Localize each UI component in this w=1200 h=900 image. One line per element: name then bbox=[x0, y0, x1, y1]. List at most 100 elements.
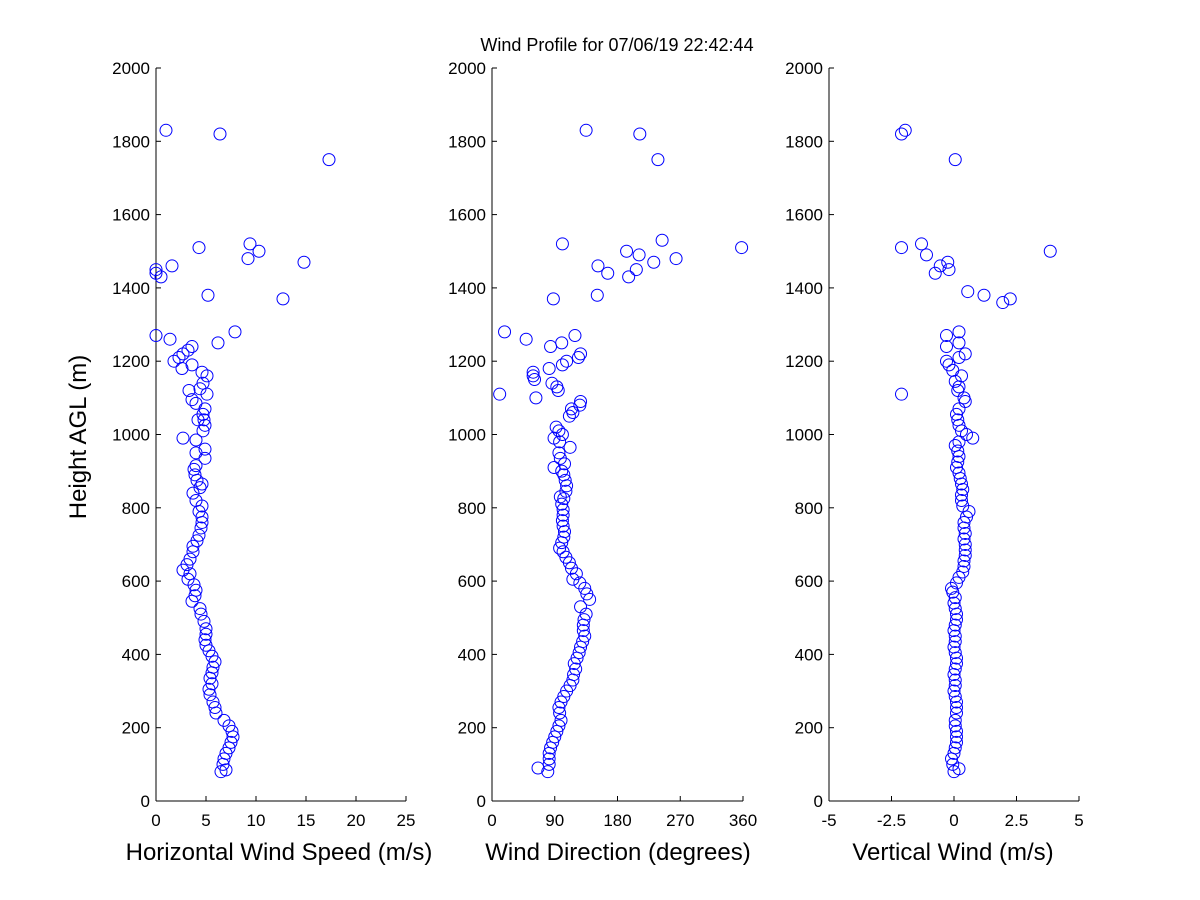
speed-data-point bbox=[197, 614, 211, 628]
vertical-wind-data-point bbox=[957, 532, 971, 546]
direction-y-tick-label: 1000 bbox=[448, 426, 486, 445]
speed-y-tick-label: 1000 bbox=[112, 426, 150, 445]
direction-data-point bbox=[591, 259, 605, 273]
direction-data-point bbox=[557, 530, 571, 544]
speed-data-point bbox=[198, 442, 212, 456]
speed-data-point bbox=[211, 336, 225, 350]
speed-x-tick-label: 0 bbox=[151, 811, 160, 830]
direction-data-point bbox=[574, 395, 588, 409]
speed-data-point bbox=[159, 123, 173, 137]
direction-data-point bbox=[569, 662, 583, 676]
speed-data-point bbox=[198, 633, 212, 647]
direction-data-point bbox=[556, 508, 570, 522]
speed-data-point bbox=[149, 263, 163, 277]
vertical-wind-data-point bbox=[955, 488, 968, 502]
direction-data-point bbox=[550, 380, 564, 394]
direction-data-point bbox=[519, 332, 533, 346]
direction-data-point bbox=[567, 668, 581, 682]
speed-data-point bbox=[208, 701, 222, 715]
direction-panel: 0 200 400 600 800 1000 1200 1400 1600 1800 2000 0 90… bbox=[448, 59, 757, 830]
speed-data-point bbox=[199, 622, 213, 636]
vertical-wind-data-point bbox=[947, 684, 961, 698]
vertical-wind-y-tick-label: 600 bbox=[795, 572, 823, 591]
direction-x-tick-label: 90 bbox=[545, 811, 564, 830]
speed-y-tick-label: 1800 bbox=[112, 132, 150, 151]
direction-data-point bbox=[529, 391, 543, 405]
direction-y-tick-label: 1800 bbox=[448, 132, 486, 151]
vertical-wind-data-point bbox=[958, 537, 972, 551]
vertical-wind-x-tick-label: 0 bbox=[949, 811, 958, 830]
direction-y-tick-label: 800 bbox=[458, 499, 486, 518]
speed-data-point bbox=[193, 481, 207, 495]
speed-data-point bbox=[243, 237, 257, 251]
vertical-wind-data-point bbox=[957, 515, 971, 529]
direction-data-point bbox=[552, 719, 566, 733]
vertical-wind-data-point bbox=[942, 358, 956, 372]
direction-data-point bbox=[498, 325, 512, 339]
vertical-wind-data-point bbox=[948, 719, 962, 733]
vertical-wind-data-point bbox=[941, 255, 955, 269]
direction-data-point bbox=[552, 424, 566, 438]
speed-data-point bbox=[206, 660, 220, 674]
vertical-wind-y-tick-label: 1800 bbox=[785, 132, 823, 151]
vertical-wind-y-tick-label: 400 bbox=[795, 645, 823, 664]
direction-y-tick-label: 600 bbox=[458, 572, 486, 591]
direction-x-tick-label: 270 bbox=[666, 811, 694, 830]
direction-data-point bbox=[555, 514, 569, 528]
vertical-wind-data-point bbox=[958, 347, 972, 361]
vertical-wind-data-point bbox=[950, 706, 963, 720]
direction-data-point bbox=[647, 255, 661, 269]
vertical-wind-data-point bbox=[957, 559, 971, 573]
direction-data-point bbox=[555, 237, 569, 251]
vertical-wind-data-point bbox=[956, 565, 970, 579]
direction-data-point bbox=[552, 701, 566, 715]
direction-data-point bbox=[632, 248, 646, 262]
vertical-wind-data-point bbox=[895, 127, 908, 141]
vertical-wind-data-point bbox=[948, 591, 962, 605]
direction-data-point bbox=[571, 351, 585, 365]
direction-data-point bbox=[545, 376, 559, 390]
vertical-wind-data-point bbox=[996, 296, 1010, 310]
vertical-wind-data-point bbox=[948, 679, 962, 693]
speed-data-point bbox=[276, 292, 290, 306]
speed-data-point bbox=[322, 153, 336, 167]
speed-data-point bbox=[206, 695, 220, 709]
direction-data-point bbox=[552, 446, 566, 460]
direction-data-point bbox=[562, 409, 576, 423]
speed-data-point bbox=[197, 413, 211, 427]
speed-data-point bbox=[194, 521, 208, 535]
direction-data-point bbox=[557, 492, 571, 506]
vertical-wind-data-point bbox=[966, 431, 980, 445]
direction-data-point bbox=[558, 525, 572, 539]
direction-data-point bbox=[735, 241, 749, 255]
direction-data-point bbox=[547, 431, 561, 445]
speed-data-point bbox=[195, 365, 209, 379]
speed-data-point bbox=[228, 325, 242, 339]
direction-data-point bbox=[629, 263, 643, 277]
speed-data-point bbox=[189, 459, 203, 473]
speed-y-tick-label: 1200 bbox=[112, 352, 150, 371]
speed-x-tick-label: 20 bbox=[347, 811, 366, 830]
direction-data-point bbox=[553, 541, 567, 555]
direction-data-point bbox=[563, 440, 577, 454]
speed-data-point bbox=[199, 638, 213, 652]
vertical-wind-data-point bbox=[915, 237, 928, 251]
speed-data-point bbox=[193, 602, 207, 616]
speed-data-point bbox=[189, 446, 203, 460]
speed-data-point bbox=[172, 351, 186, 365]
speed-data-point bbox=[201, 288, 215, 302]
direction-data-point bbox=[526, 365, 540, 379]
speed-data-point bbox=[189, 396, 203, 410]
vertical-wind-data-point bbox=[947, 640, 961, 654]
direction-data-point bbox=[542, 362, 556, 376]
speed-data-point bbox=[183, 567, 197, 581]
speed-y-tick-label: 1400 bbox=[112, 279, 150, 298]
direction-data-point bbox=[601, 266, 615, 280]
speed-panel: 0 200 400 600 800 1000 1200 1400 1600 1800 2000 0 5 1… bbox=[112, 59, 415, 830]
speed-data-point bbox=[196, 407, 210, 421]
direction-data-point bbox=[555, 464, 569, 478]
speed-data-point bbox=[214, 765, 228, 779]
direction-data-point bbox=[578, 629, 592, 643]
direction-data-point bbox=[620, 244, 634, 258]
